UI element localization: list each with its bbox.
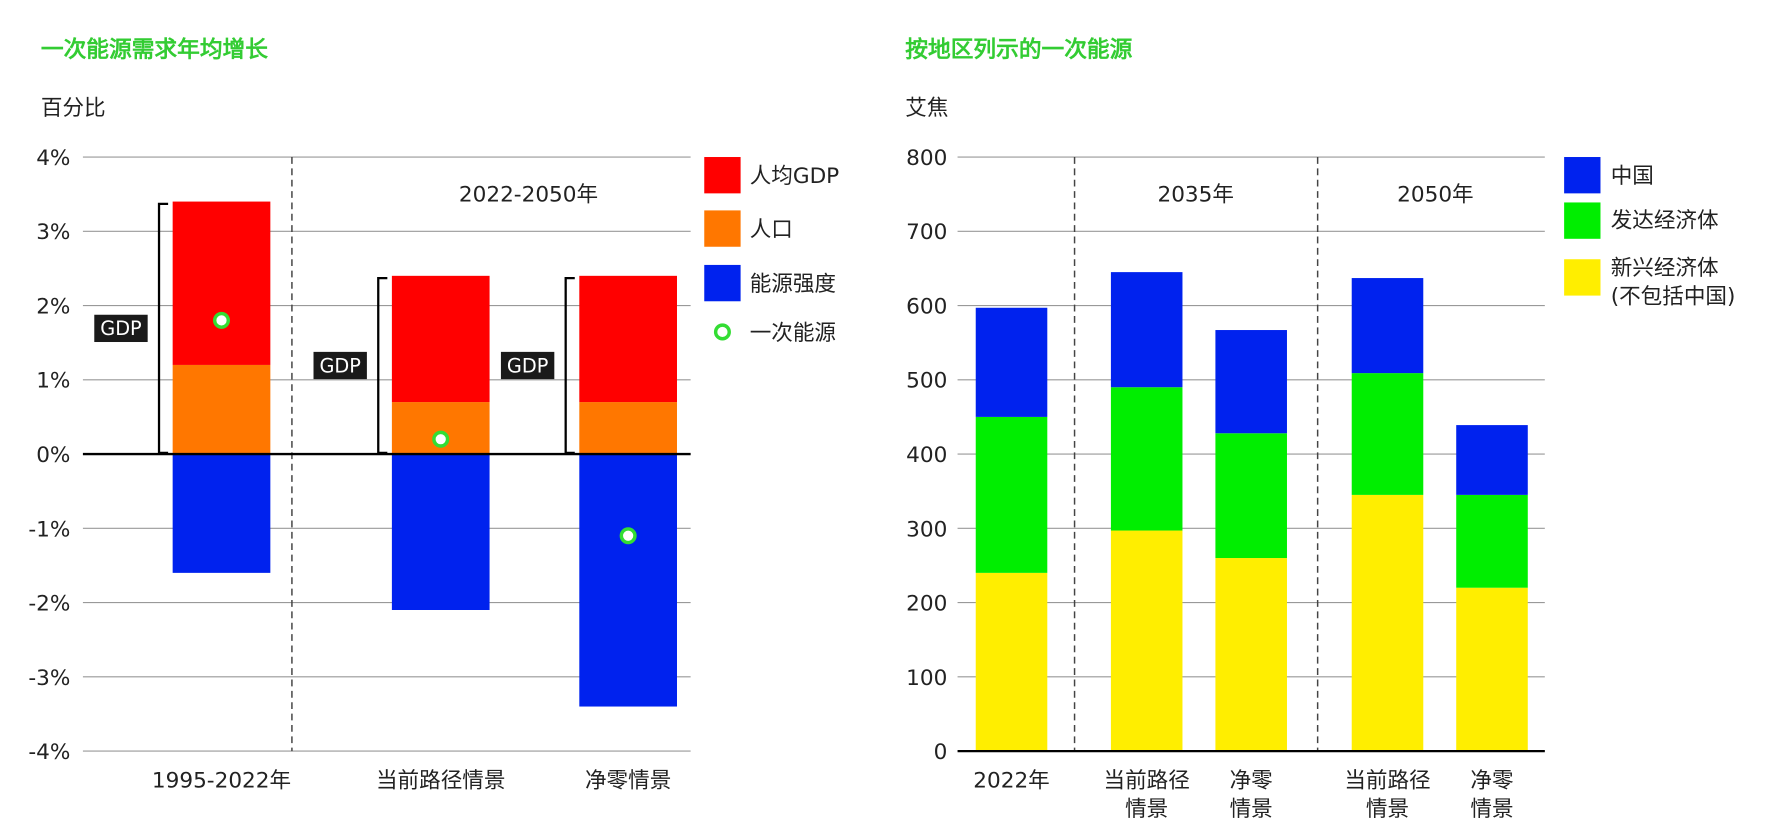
legend-label: 人均GDP — [750, 164, 840, 189]
bar-segment-emerging — [1351, 494, 1424, 752]
legend-swatch — [704, 157, 741, 194]
x-category-label: 当前路径 — [1104, 768, 1190, 793]
left-group-label: 2022-2050年 — [459, 182, 598, 207]
bar-segment-china — [1456, 425, 1528, 495]
legend-label: 新兴经济体 — [1611, 256, 1719, 281]
x-category-label: 情景 — [1366, 797, 1409, 822]
bar-segment-advanced — [1215, 433, 1287, 559]
bar-segment-advanced — [1110, 387, 1183, 531]
legend-marker-icon — [713, 323, 731, 341]
legend-swatch — [704, 264, 741, 302]
y-tick-label: 2% — [36, 294, 70, 319]
gdp-label: GDP — [100, 317, 141, 340]
primary-energy-marker — [212, 311, 231, 329]
x-category-label: 情景 — [1230, 797, 1273, 822]
bar-segment-china — [1110, 272, 1183, 388]
legend-label: 能源强度 — [750, 272, 836, 297]
bar-segment-china — [1351, 278, 1424, 374]
legend-label: (不包括中国) — [1611, 285, 1736, 310]
right-y-unit: 艾焦 — [905, 96, 948, 121]
gdp-label-box — [94, 314, 148, 343]
gdp-bracket — [157, 202, 169, 455]
legend-label: 中国 — [1611, 164, 1654, 189]
y-tick-label: 3% — [36, 220, 70, 245]
right-group-label-2035: 2035年 — [1157, 182, 1233, 207]
bar-gdp-per-capita — [579, 275, 677, 403]
legend-label: 发达经济体 — [1611, 208, 1719, 233]
bar-energy-intensity — [391, 454, 490, 610]
x-category-label: 情景 — [1125, 797, 1168, 822]
y-tick-label: 0% — [36, 443, 70, 468]
gdp-label: GDP — [319, 354, 360, 377]
bar-segment-china — [1215, 330, 1287, 434]
bar-gdp-per-capita — [391, 275, 490, 403]
primary-energy-marker — [432, 430, 450, 448]
y-tick-label: 300 — [906, 517, 947, 542]
bar-segment-emerging — [1215, 558, 1287, 752]
x-category-label: 净零 — [1230, 768, 1273, 793]
legend-swatch — [1564, 157, 1601, 194]
x-category-label: 当前路径 — [1344, 768, 1430, 793]
left-y-unit: 百分比 — [41, 96, 106, 121]
legend-swatch — [1564, 259, 1601, 296]
y-tick-label: -4% — [28, 740, 70, 765]
legend-swatch — [1564, 202, 1601, 239]
bar-segment-advanced — [1351, 373, 1424, 495]
y-tick-label: 4% — [36, 146, 70, 171]
bar-population — [172, 364, 271, 455]
y-tick-label: 100 — [906, 666, 947, 691]
y-tick-label: -2% — [28, 592, 70, 617]
bar-segment-advanced — [1456, 494, 1528, 588]
x-category-label: 当前路径情景 — [376, 768, 505, 793]
y-tick-label: 700 — [906, 220, 947, 245]
legend-swatch — [704, 210, 741, 247]
y-tick-label: -3% — [28, 666, 70, 691]
gdp-bracket — [564, 276, 575, 455]
y-tick-label: 400 — [906, 443, 947, 468]
bar-segment-emerging — [975, 572, 1048, 752]
x-category-label: 2022年 — [973, 768, 1050, 793]
x-category-label: 净零 — [1470, 768, 1513, 793]
y-tick-label: 500 — [906, 369, 947, 394]
legend-label: 一次能源 — [750, 321, 836, 346]
primary-energy-marker — [619, 527, 637, 545]
y-tick-label: 800 — [906, 146, 947, 171]
bar-segment-emerging — [1110, 530, 1183, 752]
x-category-label: 1995-2022年 — [152, 768, 291, 793]
legend-label: 人口 — [750, 218, 793, 243]
gdp-label-box — [500, 351, 555, 380]
bar-segment-emerging — [1456, 587, 1528, 752]
y-tick-label: -1% — [28, 517, 70, 542]
gdp-label: GDP — [507, 354, 548, 377]
bar-segment-advanced — [975, 416, 1048, 573]
right-group-label-2050: 2050年 — [1397, 182, 1474, 207]
x-category-label: 情景 — [1470, 797, 1513, 822]
bar-segment-china — [975, 307, 1048, 417]
right-chart-title: 按地区列示的一次能源 — [905, 36, 1132, 63]
y-tick-label: 1% — [36, 369, 70, 394]
y-tick-label: 600 — [906, 294, 947, 319]
gdp-label-box — [313, 351, 367, 380]
bar-population — [579, 402, 677, 455]
gdp-bracket — [377, 276, 388, 455]
bar-gdp-per-capita — [172, 201, 271, 365]
y-tick-label: 200 — [906, 592, 947, 617]
x-category-label: 净零情景 — [585, 768, 671, 793]
y-tick-label: 0 — [934, 740, 948, 765]
bar-energy-intensity — [172, 454, 271, 573]
left-chart-title: 一次能源需求年均增长 — [41, 36, 268, 63]
bar-energy-intensity — [579, 454, 677, 707]
